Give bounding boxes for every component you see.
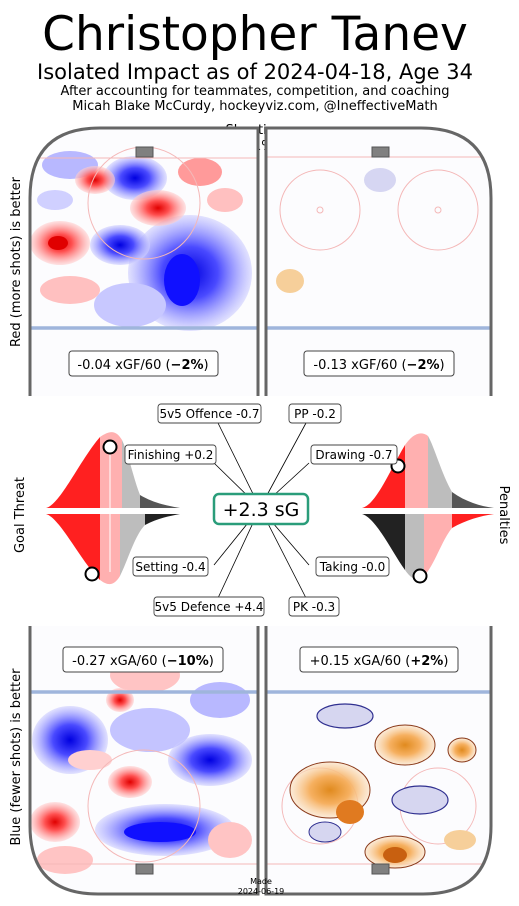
spoke-finishing: Finishing +0.2	[124, 444, 217, 465]
spoke-drawing: Drawing -0.7	[310, 444, 398, 465]
stat-defence-5v5-value: -0.27 xGA/60 (	[72, 654, 167, 669]
spoke-offence-5v5: 5v5 Offence -0.7	[157, 403, 262, 424]
stat-powerplay-close: )	[440, 358, 445, 373]
stat-defence-5v5: -0.27 xGA/60 (−10%)	[62, 646, 224, 673]
spoke-taking-label: Taking -0.0	[319, 560, 385, 574]
svg-text:+0.15 xGA/60 (+2%): +0.15 xGA/60 (+2%)	[310, 654, 449, 669]
finishing-marker	[102, 439, 118, 455]
spoke-pp: PP -0.2	[288, 403, 342, 424]
stat-penalty-kill-value: +0.15 xGA/60 (	[310, 654, 411, 669]
bottom-side-label: Blue (fewer shots) is better	[9, 668, 24, 846]
heatmap-offence-5v5	[30, 146, 258, 331]
stat-offence-5v5: -0.04 xGF/60 (−2%)	[68, 350, 219, 377]
spoke-setting: Setting -0.4	[132, 556, 209, 577]
spoke-defence-5v5: 5v5 Defence +4.4	[153, 596, 265, 617]
player-title: Christopher Tanev	[42, 7, 468, 62]
goal-threat-distribution	[46, 432, 180, 585]
spoke-finishing-label: Finishing +0.2	[128, 448, 214, 462]
stat-defence-5v5-pct: −10%	[167, 654, 209, 669]
top-side-label: Red (more shots) is better	[9, 176, 24, 347]
rink-offence-5v5	[28, 126, 260, 396]
stat-offence-5v5-close: )	[204, 358, 209, 373]
svg-text:-0.27 xGA/60 (−10%): -0.27 xGA/60 (−10%)	[72, 654, 214, 669]
made-label: Made	[250, 877, 272, 886]
stat-powerplay-value: -0.13 xGF/60 (	[313, 358, 406, 373]
total-sg-value: +2.3 sG	[223, 499, 300, 521]
spoke-defence-5v5-label: 5v5 Defence +4.4	[155, 600, 264, 614]
attribution-line2: Micah Blake McCurdy, hockeyviz.com, @Ine…	[72, 99, 438, 114]
goal-threat-label: Goal Threat	[13, 477, 28, 553]
stat-penalty-kill-pct: +2%	[410, 654, 443, 669]
stat-powerplay: -0.13 xGF/60 (−2%)	[303, 350, 455, 377]
svg-text:-0.04 xGF/60 (−2%): -0.04 xGF/60 (−2%)	[77, 358, 208, 373]
penalties-label: Penalties	[496, 486, 511, 545]
stat-powerplay-pct: −2%	[407, 358, 440, 373]
made-date: 2024-06-19	[238, 887, 285, 896]
svg-text:-0.13 xGF/60 (−2%): -0.13 xGF/60 (−2%)	[313, 358, 444, 373]
spoke-offence-5v5-label: 5v5 Offence -0.7	[159, 407, 259, 421]
total-sg-badge: +2.3 sG	[212, 492, 310, 526]
attribution-line1: After accounting for teammates, competit…	[61, 84, 450, 99]
spoke-drawing-label: Drawing -0.7	[315, 448, 392, 462]
stat-penalty-kill-close: )	[443, 654, 448, 669]
spoke-pk: PK -0.3	[288, 596, 340, 617]
stat-offence-5v5-pct: −2%	[171, 358, 204, 373]
heatmap-penalty-kill	[266, 690, 491, 869]
penalties-distribution	[362, 433, 494, 584]
stat-penalty-kill: +0.15 xGA/60 (+2%)	[299, 646, 459, 673]
setting-marker	[84, 566, 100, 582]
stat-offence-5v5-value: -0.04 xGF/60 (	[77, 358, 170, 373]
spoke-taking: Taking -0.0	[315, 556, 390, 577]
taking-marker	[412, 568, 428, 584]
rink-penalty-kill	[264, 626, 493, 896]
spoke-pp-label: PP -0.2	[294, 407, 336, 421]
spoke-setting-label: Setting -0.4	[135, 560, 205, 574]
subtitle: Isolated Impact as of 2024-04-18, Age 34	[37, 60, 473, 84]
rink-defence-5v5	[28, 626, 260, 896]
rink-powerplay	[264, 126, 493, 396]
stat-defence-5v5-close: )	[209, 654, 214, 669]
spoke-pk-label: PK -0.3	[293, 600, 335, 614]
heatmap-defence-5v5	[30, 657, 258, 874]
